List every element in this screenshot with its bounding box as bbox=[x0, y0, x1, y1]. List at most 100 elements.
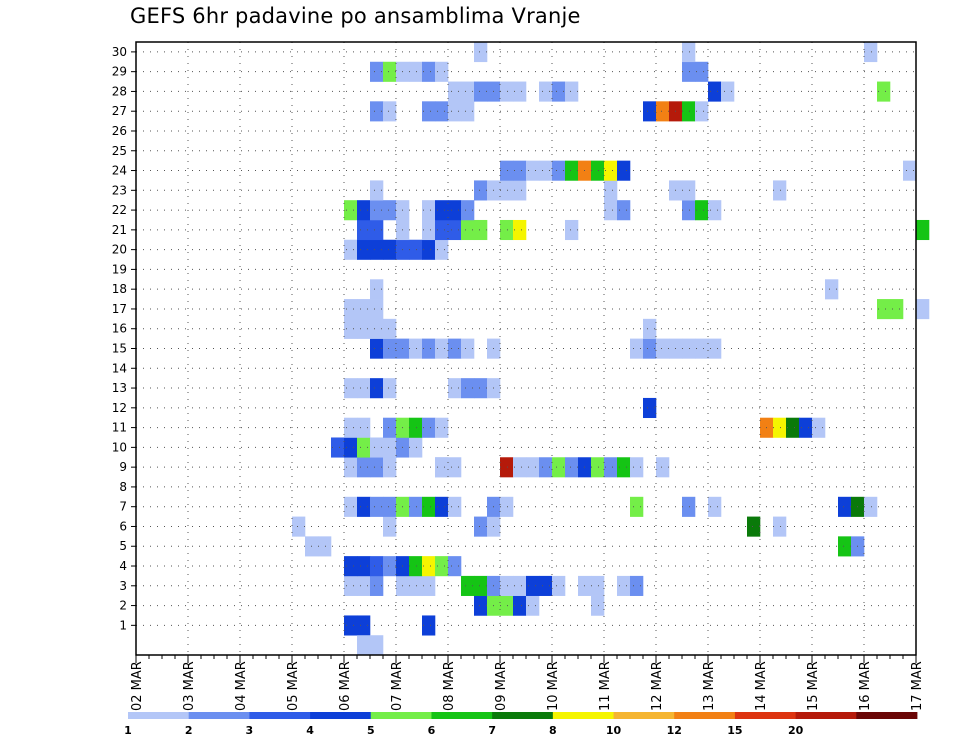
heatmap-cell bbox=[565, 160, 579, 181]
heatmap-cell bbox=[409, 61, 423, 82]
y-tick-label: 29 bbox=[112, 65, 127, 79]
heatmap-cell bbox=[370, 496, 384, 517]
colorbar-swatch bbox=[431, 712, 493, 719]
heatmap-cell bbox=[513, 595, 527, 616]
heatmap-cell bbox=[344, 575, 358, 596]
heatmap-cell bbox=[422, 200, 436, 221]
heatmap-cell bbox=[747, 516, 761, 537]
heatmap-cell bbox=[500, 457, 514, 478]
colorbar-label: 8 bbox=[549, 724, 557, 737]
heatmap-cell bbox=[383, 338, 397, 359]
y-tick-label: 14 bbox=[112, 361, 127, 375]
heatmap-cell bbox=[786, 417, 800, 438]
y-tick-label: 4 bbox=[119, 559, 127, 573]
heatmap-cell bbox=[357, 575, 371, 596]
heatmap-cell bbox=[552, 575, 566, 596]
heatmap-cell bbox=[422, 556, 436, 577]
grid-lines bbox=[136, 42, 916, 655]
heatmap-cell bbox=[682, 200, 696, 221]
y-tick-label: 19 bbox=[112, 262, 127, 276]
heatmap-cell bbox=[474, 219, 488, 241]
heatmap-cell bbox=[838, 496, 852, 517]
heatmap-cell bbox=[344, 437, 358, 458]
heatmap-cell bbox=[409, 417, 423, 438]
heatmap-cell bbox=[682, 496, 696, 517]
heatmap-cell bbox=[370, 575, 384, 596]
heatmap-cell bbox=[773, 516, 787, 537]
colorbar-label: 15 bbox=[727, 724, 742, 737]
heatmap-cell bbox=[682, 61, 696, 82]
heatmap-cell bbox=[526, 575, 540, 596]
heatmap-cell bbox=[461, 101, 475, 122]
x-tick-label: 12 MAR bbox=[650, 661, 665, 711]
colorbar-label: 10 bbox=[606, 724, 622, 737]
heatmap-cell bbox=[474, 81, 488, 102]
heatmap-cell bbox=[357, 417, 371, 438]
heatmap-cell bbox=[383, 318, 397, 339]
heatmap-cell bbox=[591, 575, 605, 596]
heatmap-cell bbox=[448, 101, 462, 122]
y-axis-ticks: 1234567891011121314151617181920212223242… bbox=[112, 45, 136, 632]
heatmap-cell bbox=[474, 595, 488, 616]
heatmap-cell bbox=[448, 338, 462, 359]
y-tick-label: 16 bbox=[112, 322, 127, 336]
heatmap-cell bbox=[591, 457, 605, 478]
heatmap-cell bbox=[383, 437, 397, 458]
heatmap-cell bbox=[370, 61, 384, 82]
heatmap-cell bbox=[383, 101, 397, 122]
heatmap-cell bbox=[448, 457, 462, 478]
y-tick-label: 24 bbox=[112, 164, 127, 178]
heatmap-cell bbox=[357, 378, 371, 399]
heatmap-cell bbox=[799, 417, 813, 438]
heatmap-cell bbox=[773, 180, 787, 201]
y-tick-label: 6 bbox=[119, 519, 127, 533]
y-tick-label: 9 bbox=[119, 460, 127, 474]
x-tick-label: 09 MAR bbox=[494, 661, 509, 711]
heatmap-cell bbox=[383, 200, 397, 221]
x-tick-label: 17 MAR bbox=[910, 661, 925, 711]
heatmap-cell bbox=[500, 219, 514, 241]
heatmap-cell bbox=[604, 180, 618, 201]
heatmap-cell bbox=[409, 437, 423, 458]
heatmap-cell bbox=[409, 239, 423, 260]
heatmap-cell bbox=[435, 496, 449, 517]
heatmap-cell bbox=[357, 437, 371, 458]
heatmap-cell bbox=[773, 417, 787, 438]
heatmap-cell bbox=[916, 299, 930, 320]
heatmap-cell bbox=[461, 338, 475, 359]
heatmap-cell bbox=[448, 496, 462, 517]
colorbar-label: 3 bbox=[246, 724, 254, 737]
heatmap-cell bbox=[695, 200, 709, 221]
heatmap-cell bbox=[513, 160, 527, 181]
heatmap-cell bbox=[877, 81, 891, 102]
chart-title: GEFS 6hr padavine po ansamblima Vranje bbox=[130, 4, 581, 28]
y-tick-label: 1 bbox=[119, 618, 127, 632]
colorbar-swatch bbox=[674, 712, 736, 719]
heatmap-cells bbox=[292, 42, 930, 656]
heatmap-cell bbox=[474, 180, 488, 201]
heatmap-cell bbox=[409, 496, 423, 517]
heatmap-cell bbox=[617, 457, 631, 478]
y-tick-label: 10 bbox=[112, 440, 127, 454]
y-tick-label: 15 bbox=[112, 342, 127, 356]
heatmap-cell bbox=[461, 200, 475, 221]
heatmap-cell bbox=[357, 239, 371, 260]
heatmap-cell bbox=[357, 299, 371, 320]
heatmap-cell bbox=[383, 496, 397, 517]
heatmap-cell bbox=[617, 200, 631, 221]
heatmap-cell bbox=[474, 378, 488, 399]
heatmap-cell bbox=[708, 81, 722, 102]
x-tick-label: 08 MAR bbox=[442, 661, 457, 711]
y-tick-label: 18 bbox=[112, 282, 127, 296]
y-tick-label: 28 bbox=[112, 84, 127, 98]
colorbar-swatch bbox=[734, 712, 797, 719]
heatmap-cell bbox=[461, 378, 475, 399]
x-tick-label: 15 MAR bbox=[806, 661, 821, 711]
heatmap-cell bbox=[565, 457, 579, 478]
heatmap-cell bbox=[357, 318, 371, 339]
heatmap-cell bbox=[422, 417, 436, 438]
x-tick-label: 14 MAR bbox=[754, 661, 769, 711]
colorbar-swatch bbox=[613, 712, 675, 719]
heatmap-cell bbox=[591, 595, 605, 616]
heatmap-cell bbox=[383, 61, 397, 82]
